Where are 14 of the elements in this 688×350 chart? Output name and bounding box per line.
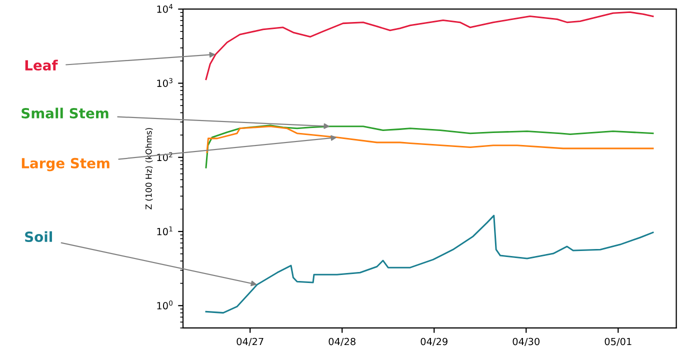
y-tick-label: 10$^{1}$ [157,226,172,236]
text: Soil [25,231,52,242]
y-tick-label: 10$^{0}$ [157,300,173,310]
text: Small Stem [22,108,108,118]
x-tick-label: 04/28 [328,338,356,346]
y-axis-title: Z (100 Hz) (kOhms) [145,128,153,210]
x-tick-label: 04/29 [420,338,448,346]
text: Large Stem [22,158,110,172]
x-tick-label: 04/30 [512,338,540,346]
text: Leaf [25,60,58,71]
x-tick-label: 05/01 [604,338,632,346]
x-tick-label: 04/27 [236,338,264,346]
y-tick-label: 10$^{4}$ [157,4,173,13]
y-tick-label: 10$^{3}$ [157,78,172,87]
